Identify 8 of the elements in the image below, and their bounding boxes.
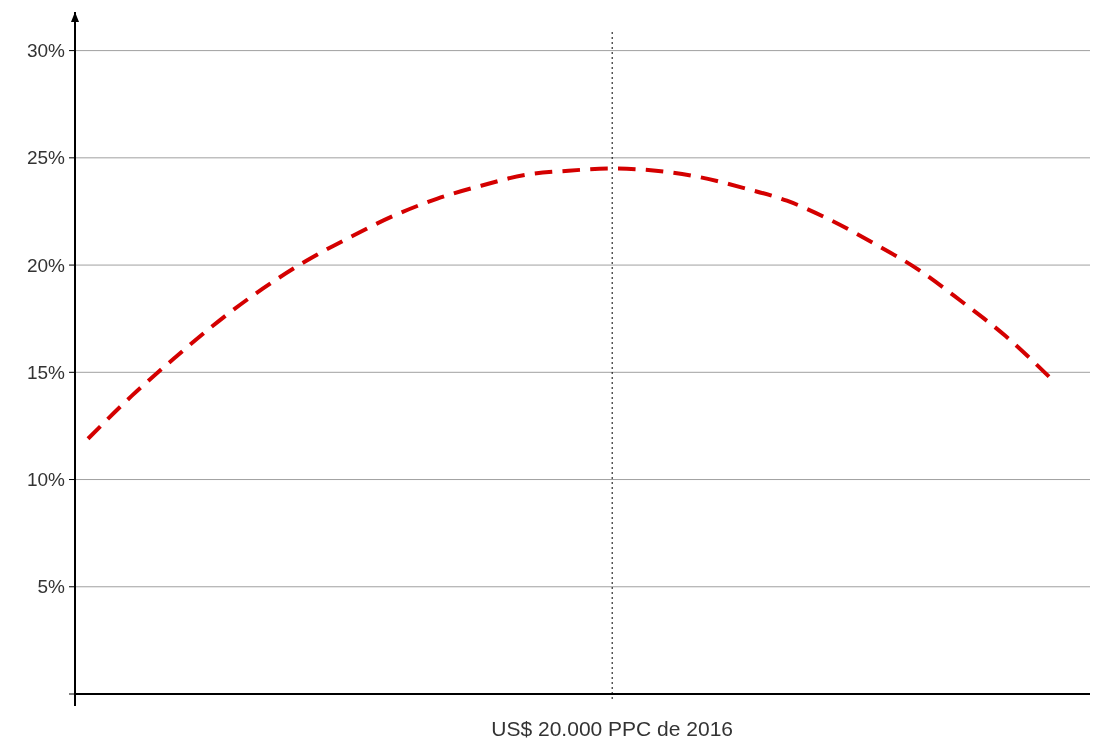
y-tick-label: 15% <box>26 361 66 383</box>
line-series <box>86 166 1051 441</box>
x-tick-label: US$ 20.000 PPC de 2016 <box>491 717 734 740</box>
y-tick-label: 30% <box>26 40 66 62</box>
y-tick-label: 5% <box>37 576 66 598</box>
y-tick-label: 20% <box>26 254 66 276</box>
y-tick-label: 10% <box>26 469 66 491</box>
y-tick-label: 25% <box>26 147 66 169</box>
